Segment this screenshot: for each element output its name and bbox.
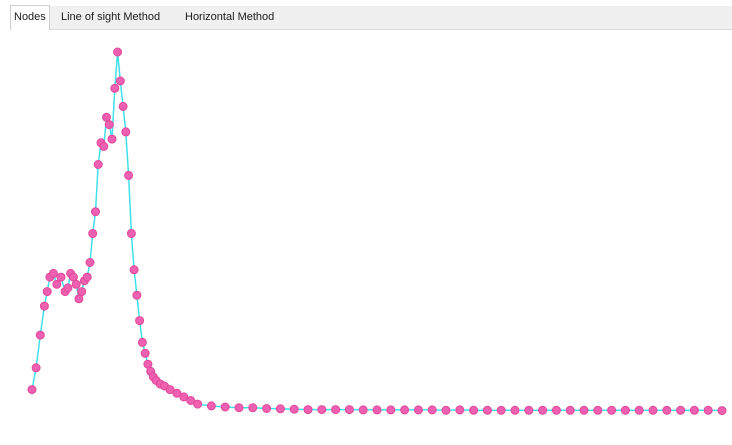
- data-point: [234, 403, 244, 413]
- data-point: [427, 405, 437, 415]
- data-point: [179, 392, 189, 402]
- data-point: [607, 405, 617, 415]
- data-point: [193, 399, 203, 409]
- data-point: [27, 385, 37, 395]
- data-point: [248, 403, 258, 413]
- data-point: [124, 170, 134, 180]
- data-point: [510, 405, 520, 415]
- data-point: [135, 316, 145, 326]
- data-point: [441, 405, 451, 415]
- data-point: [99, 141, 109, 151]
- data-point: [71, 279, 81, 289]
- data-point: [703, 405, 713, 415]
- data-point: [31, 363, 41, 373]
- data-point: [121, 127, 131, 137]
- data-point: [662, 405, 672, 415]
- data-point: [344, 405, 354, 415]
- series-line-group: [31, 51, 723, 412]
- data-point: [565, 405, 575, 415]
- data-point: [220, 402, 230, 412]
- data-point: [39, 301, 49, 311]
- tab-nodes[interactable]: Nodes: [10, 5, 50, 30]
- data-point: [579, 405, 589, 415]
- tab-horizontal-method[interactable]: Horizontal Method: [185, 11, 275, 23]
- data-point: [52, 279, 62, 289]
- data-point: [118, 101, 128, 111]
- data-point: [85, 258, 95, 267]
- tab-strip: Nodes Line of sight Method Horizontal Me…: [10, 5, 732, 30]
- tab-line-of-sight-method[interactable]: Line of sight Method: [61, 11, 161, 23]
- data-point: [317, 405, 327, 415]
- data-point: [400, 405, 410, 415]
- data-point: [115, 76, 125, 86]
- data-point: [551, 405, 561, 415]
- data-point: [126, 229, 136, 238]
- data-point: [42, 287, 52, 297]
- data-point: [88, 229, 98, 238]
- data-point: [63, 283, 73, 293]
- data-point: [303, 405, 313, 415]
- data-point: [538, 405, 548, 415]
- data-point: [35, 330, 45, 340]
- data-point: [634, 405, 644, 415]
- series-points-group: [27, 47, 727, 416]
- data-point: [469, 405, 479, 415]
- series-line: [31, 51, 723, 412]
- data-point: [137, 337, 147, 347]
- data-point: [289, 404, 299, 414]
- data-point: [620, 405, 630, 415]
- data-point: [676, 405, 686, 415]
- data-point: [110, 83, 120, 93]
- data-point: [140, 348, 150, 358]
- data-point: [262, 404, 272, 413]
- chart-area: [10, 30, 732, 445]
- data-point: [358, 405, 368, 415]
- data-point: [77, 287, 87, 297]
- data-point: [496, 405, 506, 415]
- data-point: [372, 405, 382, 415]
- data-point: [275, 404, 285, 414]
- data-point: [186, 396, 196, 405]
- data-point: [206, 401, 216, 411]
- data-point: [455, 405, 465, 415]
- data-point: [331, 405, 341, 415]
- data-point: [91, 207, 100, 217]
- data-point: [172, 388, 182, 398]
- data-point: [129, 265, 139, 275]
- data-point: [132, 290, 142, 300]
- data-point: [56, 272, 66, 282]
- data-point: [107, 134, 117, 144]
- data-point: [413, 405, 423, 415]
- data-point: [482, 405, 492, 415]
- data-point: [82, 272, 92, 282]
- data-point: [104, 120, 114, 130]
- data-point: [386, 405, 396, 415]
- data-point: [165, 385, 175, 395]
- data-point: [113, 47, 123, 57]
- data-point: [593, 405, 603, 415]
- data-point: [48, 268, 58, 278]
- data-point: [524, 405, 534, 415]
- data-point: [689, 405, 699, 415]
- nodes-chart: [27, 47, 727, 416]
- data-point: [648, 405, 658, 415]
- data-point: [717, 406, 727, 416]
- data-point: [93, 160, 103, 169]
